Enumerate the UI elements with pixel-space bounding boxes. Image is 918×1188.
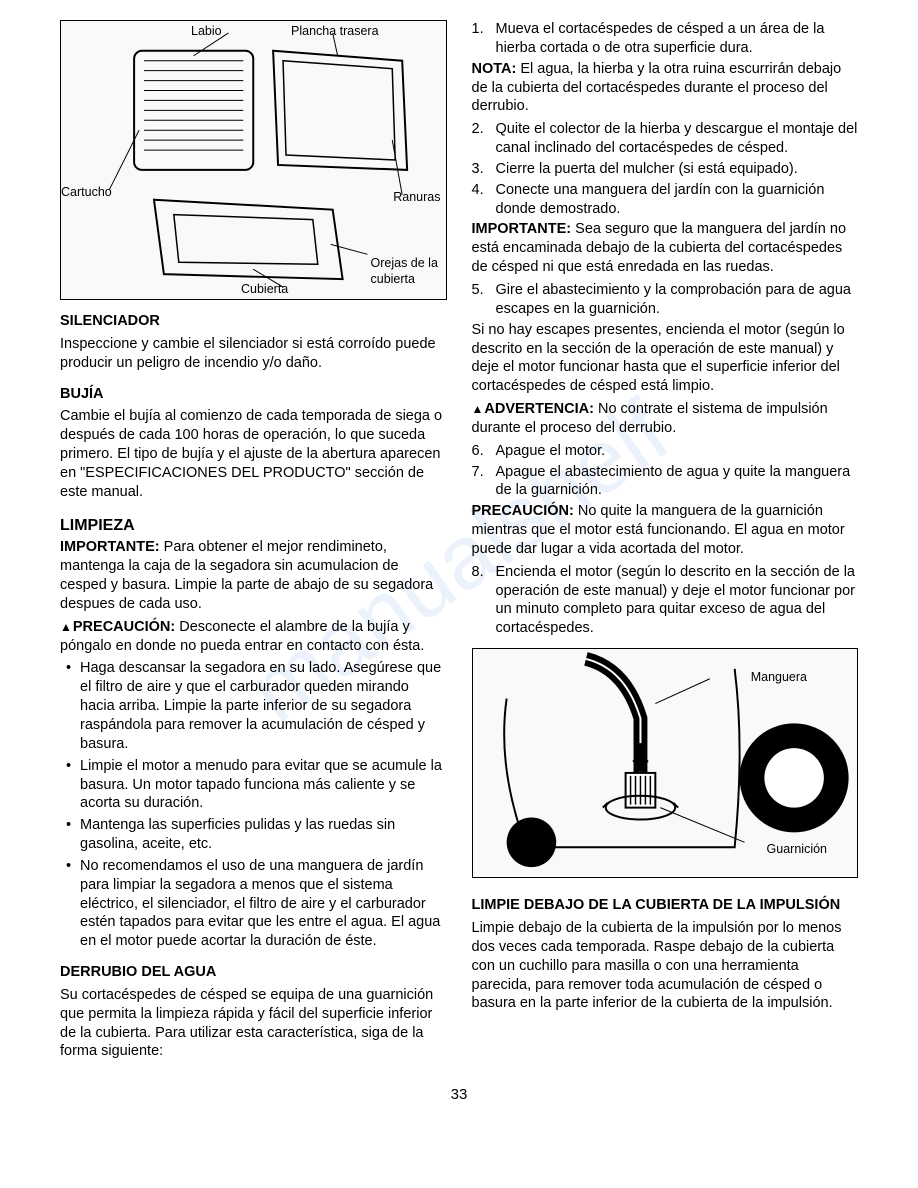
label-labio: Labio xyxy=(191,23,222,39)
label-cubierta: Cubierta xyxy=(241,281,288,297)
steps-list-3: 5.Gire el abastecimiento y la comprobaci… xyxy=(472,281,859,319)
list-item: 1.Mueva el cortacéspedes de césped a un … xyxy=(472,20,859,58)
step-text: Apague el motor. xyxy=(496,443,606,459)
list-item: 7.Apague el abastecimiento de agua y qui… xyxy=(472,463,859,501)
text-bujia: Cambie el bujía al comienzo de cada temp… xyxy=(60,407,447,501)
limpieza-bullets: Haga descansar la segadora en su lado. A… xyxy=(60,659,447,951)
label-manguera: Manguera xyxy=(751,669,807,685)
heading-silenciador: SILENCIADOR xyxy=(60,312,447,331)
step-text: Conecte una manguera del jardín con la g… xyxy=(496,182,825,217)
step-text: Encienda el motor (según lo descrito en … xyxy=(496,564,855,637)
step-text: Cierre la puerta del mulcher (si está eq… xyxy=(496,161,798,177)
list-item: 3.Cierre la puerta del mulcher (si está … xyxy=(472,160,859,179)
text-nota-body: El agua, la hierba y la otra ruina escur… xyxy=(472,61,842,115)
label-nota: NOTA: xyxy=(472,61,517,77)
text-silenciador: Inspeccione y cambie el silenciador si e… xyxy=(60,335,447,373)
text-limpieza-importante: IMPORTANTE: Para obtener el mejor rendim… xyxy=(60,538,447,613)
steps-list-5: 8.Encienda el motor (según lo descrito e… xyxy=(472,563,859,638)
heading-bujia: BUJÍA xyxy=(60,385,447,404)
step-text: Apague el abastecimiento de agua y quite… xyxy=(496,464,851,499)
step-text: Quite el colector de la hierba y descarg… xyxy=(496,121,858,156)
steps-list-2: 2.Quite el colector de la hierba y desca… xyxy=(472,120,859,218)
label-cartucho: Cartucho xyxy=(61,184,112,200)
label-ranuras: Ranuras xyxy=(393,189,440,205)
list-item: Haga descansar la segadora en su lado. A… xyxy=(60,659,447,753)
right-column: 1.Mueva el cortacéspedes de césped a un … xyxy=(472,20,859,1065)
page-number: 33 xyxy=(60,1085,858,1105)
text-limpieza-precaucion: PRECAUCIÓN: Desconecte el alambre de la … xyxy=(60,618,447,656)
text-importante2: IMPORTANTE: Sea seguro que la manguera d… xyxy=(472,220,859,277)
list-item: No recomendamos el uso de una manguera d… xyxy=(60,857,447,951)
page-content: Labio Plancha trasera Cartucho Ranuras C… xyxy=(60,20,858,1065)
label-importante: IMPORTANTE: xyxy=(60,539,160,555)
label-precaucion: PRECAUCIÓN: xyxy=(60,619,175,635)
text-precaucion2: PRECAUCIÓN: No quite la manguera de la g… xyxy=(472,502,859,559)
list-item: Mantenga las superficies pulidas y las r… xyxy=(60,816,447,854)
diagram-hose-connection: Manguera Guarnición xyxy=(472,648,859,878)
label-orejas: Orejas de la cubierta xyxy=(371,255,441,288)
heading-limpie-debajo: LIMPIE DEBAJO DE LA CUBIERTA DE LA IMPUL… xyxy=(472,896,859,915)
text-advertencia: ADVERTENCIA: No contrate el sistema de i… xyxy=(472,400,859,438)
list-item: 2.Quite el colector de la hierba y desca… xyxy=(472,120,859,158)
label-precaucion2: PRECAUCIÓN: xyxy=(472,503,574,519)
list-item: 4.Conecte una manguera del jardín con la… xyxy=(472,181,859,219)
text-escapes: Si no hay escapes presentes, encienda el… xyxy=(472,321,859,396)
text-nota: NOTA: El agua, la hierba y la otra ruina… xyxy=(472,60,859,117)
label-advertencia: ADVERTENCIA: xyxy=(472,401,594,417)
step-text: Gire el abastecimiento y la comprobación… xyxy=(496,282,851,317)
list-item: 5.Gire el abastecimiento y la comprobaci… xyxy=(472,281,859,319)
text-limpie-debajo: Limpie debajo de la cubierta de la impul… xyxy=(472,919,859,1013)
heading-limpieza: LIMPIEZA xyxy=(60,516,447,537)
diagram-air-filter: Labio Plancha trasera Cartucho Ranuras C… xyxy=(60,20,447,300)
label-plancha: Plancha trasera xyxy=(291,23,379,39)
left-column: Labio Plancha trasera Cartucho Ranuras C… xyxy=(60,20,447,1065)
step-text: Mueva el cortacéspedes de césped a un ár… xyxy=(496,21,825,56)
steps-list-1: 1.Mueva el cortacéspedes de césped a un … xyxy=(472,20,859,58)
text-derrubio: Su cortacéspedes de césped se equipa de … xyxy=(60,986,447,1061)
list-item: 6.Apague el motor. xyxy=(472,442,859,461)
label-importante2: IMPORTANTE: xyxy=(472,221,572,237)
list-item: 8.Encienda el motor (según lo descrito e… xyxy=(472,563,859,638)
label-guarnicion: Guarnición xyxy=(767,841,827,857)
list-item: Limpie el motor a menudo para evitar que… xyxy=(60,757,447,814)
heading-derrubio: DERRUBIO DEL AGUA xyxy=(60,963,447,982)
steps-list-4: 6.Apague el motor. 7.Apague el abastecim… xyxy=(472,442,859,501)
